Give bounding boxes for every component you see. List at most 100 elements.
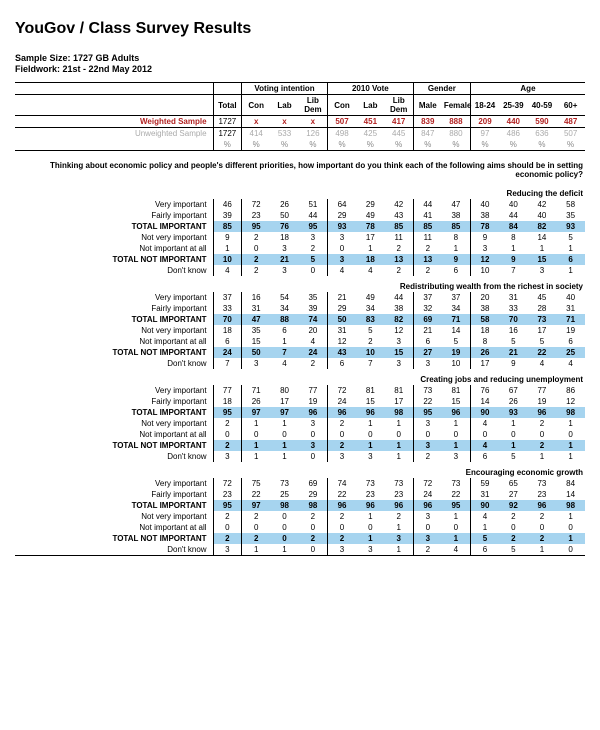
cell: 0 <box>385 429 414 440</box>
cell: 93 <box>499 407 528 418</box>
cell: 26 <box>499 396 528 407</box>
cell: 14 <box>442 325 471 336</box>
cell: 2 <box>385 265 414 276</box>
cell: 29 <box>327 210 356 221</box>
cell: 18 <box>213 325 242 336</box>
group-voting: Voting intention <box>242 83 328 95</box>
cell: 2 <box>413 265 442 276</box>
cell: 1 <box>385 418 414 429</box>
col-40-59: 40-59 <box>528 95 557 116</box>
data-row: Not important at all0000000000000 <box>15 429 585 440</box>
cell: 2 <box>327 418 356 429</box>
cell: 29 <box>356 199 385 210</box>
cell: 84 <box>499 221 528 232</box>
cell: 0 <box>213 522 242 533</box>
cell: 97 <box>242 500 271 511</box>
row-label: Don't know <box>15 451 213 462</box>
cell: % <box>213 139 242 151</box>
cell: 1 <box>442 243 471 254</box>
pct-row: %%%%%%%%%%%%% <box>15 139 585 151</box>
cell: 440 <box>499 116 528 128</box>
cell: 35 <box>299 292 328 303</box>
results-table: Voting intention 2010 Vote Gender Age To… <box>15 82 585 556</box>
col-lib-dem: Lib Dem <box>385 95 414 116</box>
cell: 41 <box>413 210 442 221</box>
cell: 54 <box>270 292 299 303</box>
data-row: Very important46722651642942444740404258 <box>15 199 585 210</box>
cell: 75 <box>242 478 271 489</box>
cell: 0 <box>556 429 585 440</box>
cell: 37 <box>413 292 442 303</box>
cell: 19 <box>299 396 328 407</box>
data-row: Not important at all0000001001000 <box>15 522 585 533</box>
cell: 2 <box>499 511 528 522</box>
cell: 37 <box>442 292 471 303</box>
cell: 1 <box>385 544 414 556</box>
cell: 72 <box>413 478 442 489</box>
cell: % <box>470 139 499 151</box>
cell: 98 <box>556 407 585 418</box>
row-label: Don't know <box>15 544 213 556</box>
row-label: Not very important <box>15 325 213 336</box>
cell: 27 <box>413 347 442 358</box>
cell: 0 <box>413 522 442 533</box>
col-18-24: 18-24 <box>470 95 499 116</box>
cell: 3 <box>327 254 356 265</box>
cell: 50 <box>242 347 271 358</box>
cell: 69 <box>299 478 328 489</box>
cell: 98 <box>385 407 414 418</box>
cell: 2 <box>299 511 328 522</box>
cell: 451 <box>356 116 385 128</box>
cell: 43 <box>385 210 414 221</box>
cell: 95 <box>242 221 271 232</box>
cell: 2 <box>213 418 242 429</box>
cell: 4 <box>556 358 585 369</box>
cell: 17 <box>385 396 414 407</box>
cell: 32 <box>413 303 442 314</box>
cell: 90 <box>470 407 499 418</box>
cell: 1 <box>356 533 385 544</box>
cell: 83 <box>356 314 385 325</box>
cell: 4 <box>442 544 471 556</box>
cell: 16 <box>499 325 528 336</box>
cell: 31 <box>242 303 271 314</box>
cell: 40 <box>528 210 557 221</box>
cell: 90 <box>470 500 499 511</box>
cell: 50 <box>270 210 299 221</box>
cell: 12 <box>556 396 585 407</box>
cell: 96 <box>528 500 557 511</box>
cell: 18 <box>470 325 499 336</box>
data-row: TOTAL IMPORTANT9597989896969696959092969… <box>15 500 585 511</box>
cell: 1 <box>270 418 299 429</box>
cell: 6 <box>213 336 242 347</box>
cell: 96 <box>327 500 356 511</box>
cell: 1 <box>556 243 585 254</box>
cell: 58 <box>470 314 499 325</box>
cell: 4 <box>270 358 299 369</box>
cell: 3 <box>385 358 414 369</box>
data-row: Don't know734267331017944 <box>15 358 585 369</box>
cell: 3 <box>442 451 471 462</box>
data-row: Very important72757369747373727359657384 <box>15 478 585 489</box>
cell: 95 <box>442 500 471 511</box>
cell: 17 <box>470 358 499 369</box>
col-25-39: 25-39 <box>499 95 528 116</box>
cell: 2 <box>528 533 557 544</box>
row-label: TOTAL IMPORTANT <box>15 407 213 418</box>
cell: 84 <box>556 478 585 489</box>
cell: 5 <box>499 336 528 347</box>
cell: 93 <box>556 221 585 232</box>
cell: 11 <box>385 232 414 243</box>
cell: 3 <box>413 511 442 522</box>
cell: 96 <box>528 407 557 418</box>
cell: 0 <box>556 522 585 533</box>
data-row: Not very important2202212314221 <box>15 511 585 522</box>
cell: 47 <box>442 199 471 210</box>
cell: 209 <box>470 116 499 128</box>
cell: 38 <box>470 303 499 314</box>
row-label: Not important at all <box>15 522 213 533</box>
cell: 70 <box>499 314 528 325</box>
cell: 31 <box>327 325 356 336</box>
cell: 77 <box>213 385 242 396</box>
cell: 3 <box>299 418 328 429</box>
